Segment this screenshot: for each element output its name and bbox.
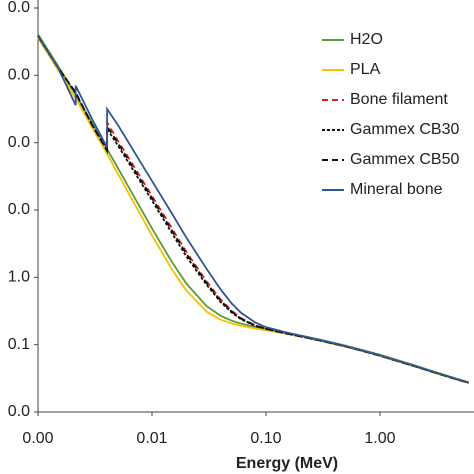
legend-label: Mineral bone bbox=[350, 181, 443, 198]
y-tick-label: 0.0 bbox=[8, 134, 30, 151]
y-tick-label: 1.0 bbox=[8, 269, 30, 286]
legend-label: Bone filament bbox=[350, 91, 448, 108]
y-tick-label: 0.1 bbox=[8, 336, 30, 353]
series-line bbox=[37, 35, 469, 384]
x-tick-label: 0.01 bbox=[136, 430, 167, 447]
y-tick-label: 0.0 bbox=[8, 403, 30, 420]
series-line bbox=[37, 35, 469, 384]
series-line bbox=[37, 35, 469, 384]
y-tick-label: 0.0 bbox=[8, 0, 30, 16]
x-axis-title: Energy (MeV) bbox=[236, 455, 338, 472]
series-line bbox=[37, 37, 469, 385]
y-tick-label: 0.0 bbox=[8, 67, 30, 84]
x-tick-label: 1.00 bbox=[364, 430, 395, 447]
x-tick-label: 0.00 bbox=[22, 430, 53, 447]
legend-label: H2O bbox=[350, 31, 383, 48]
series-line bbox=[37, 35, 469, 384]
x-tick-label: 0.10 bbox=[250, 430, 281, 447]
legend-label: PLA bbox=[350, 61, 381, 78]
series-line bbox=[37, 33, 469, 384]
legend-label: Gammex CB30 bbox=[350, 121, 459, 138]
y-tick-label: 0.0 bbox=[8, 201, 30, 218]
legend-label: Gammex CB50 bbox=[350, 151, 459, 168]
